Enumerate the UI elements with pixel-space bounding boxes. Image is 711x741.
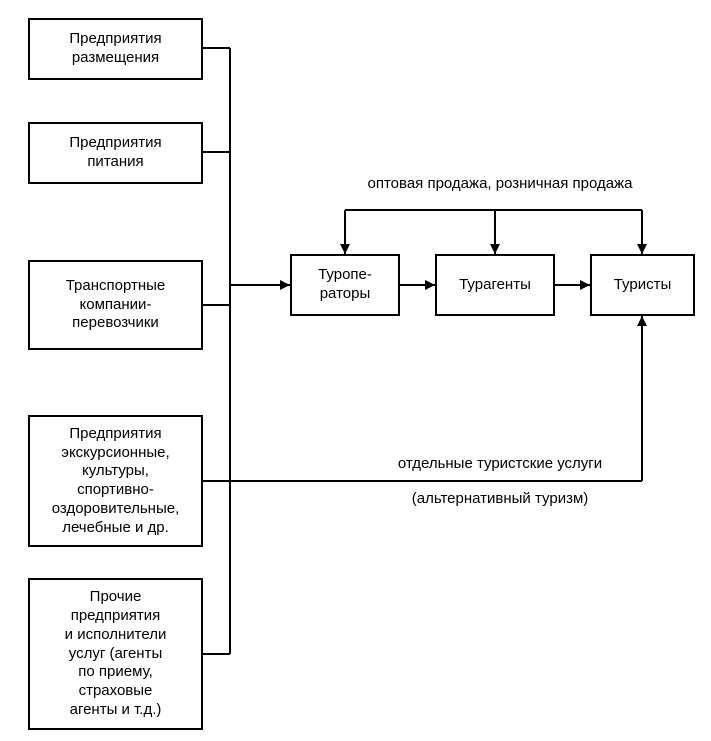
- label-alt-2: (альтернативный туризм): [320, 490, 680, 507]
- label-top: оптовая продажа, розничная продажа: [320, 175, 680, 192]
- node-tour-agents: Турагенты: [435, 254, 555, 316]
- node-label: Предприятияразмещения: [69, 30, 161, 68]
- label-text: отдельные туристские услуги: [398, 455, 602, 472]
- node-tour-operators: Туропе-раторы: [290, 254, 400, 316]
- label-text: (альтернативный туризм): [412, 490, 589, 507]
- node-tourists: Туристы: [590, 254, 695, 316]
- node-label: Турагенты: [459, 276, 531, 295]
- node-accommodation: Предприятияразмещения: [28, 18, 203, 80]
- node-label: Туропе-раторы: [318, 266, 372, 304]
- node-label: Прочиепредприятияи исполнителиуслуг (аге…: [65, 588, 167, 719]
- flowchart-diagram: Предприятияразмещения Предприятияпитания…: [0, 0, 711, 741]
- node-catering: Предприятияпитания: [28, 122, 203, 184]
- label-text: оптовая продажа, розничная продажа: [368, 175, 633, 192]
- node-label: Туристы: [614, 276, 672, 295]
- label-alt-1: отдельные туристские услуги: [320, 455, 680, 472]
- node-label: Предприятияпитания: [69, 134, 161, 172]
- node-other-providers: Прочиепредприятияи исполнителиуслуг (аге…: [28, 578, 203, 730]
- node-label: Предприятияэкскурсионные,культуры,спорти…: [52, 425, 180, 538]
- node-label: Транспортныекомпании-перевозчики: [66, 277, 166, 333]
- node-transport: Транспортныекомпании-перевозчики: [28, 260, 203, 350]
- node-excursion: Предприятияэкскурсионные,культуры,спорти…: [28, 415, 203, 547]
